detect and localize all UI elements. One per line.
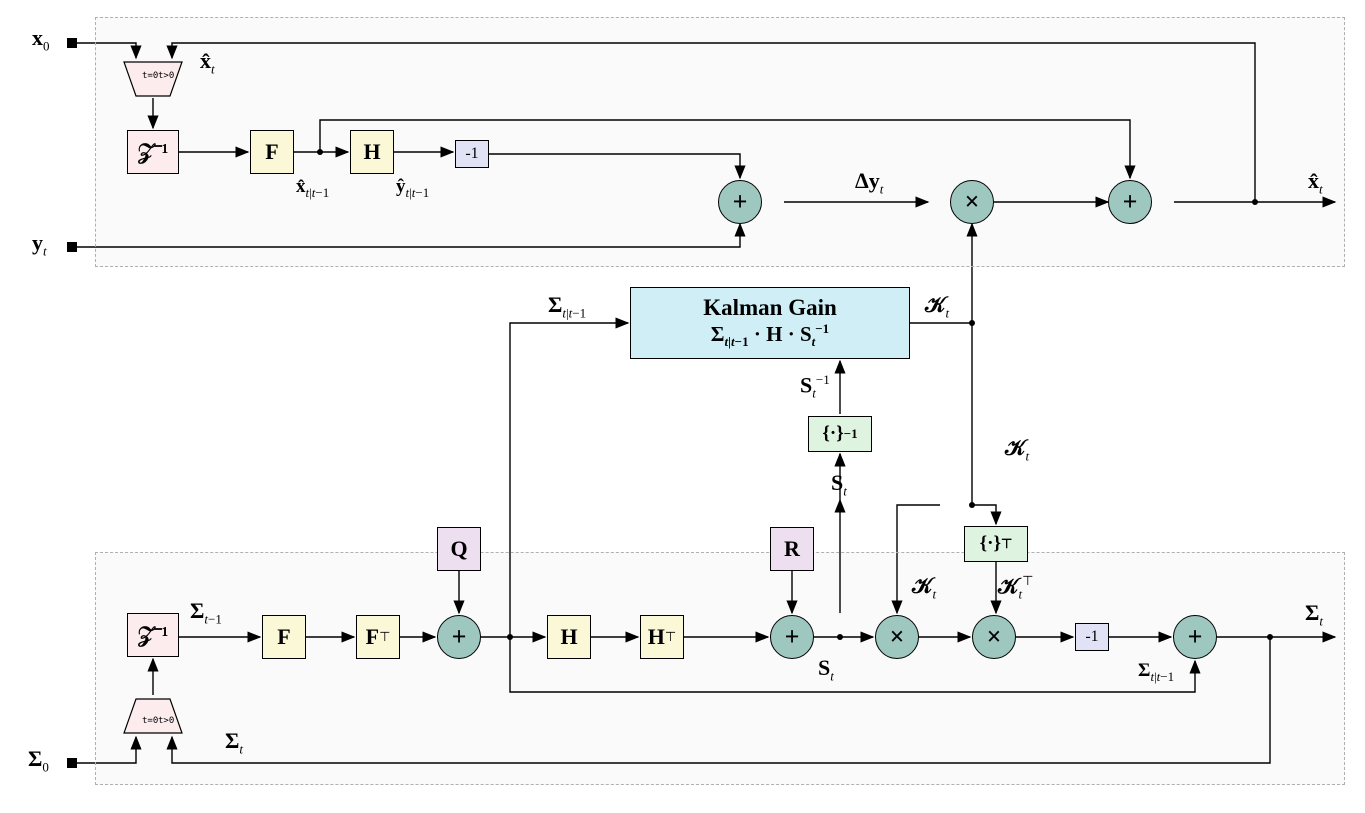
K-mid-label: 𝒦t	[912, 573, 936, 602]
sum1-top-label: +	[733, 187, 748, 217]
mul1-label: ×	[890, 622, 905, 652]
FT-bottom: F⊤	[356, 615, 400, 659]
sumR-bottom: +	[770, 615, 814, 659]
sum2-top: +	[1108, 180, 1152, 224]
delay-bottom: 𝒵⁻¹	[127, 613, 179, 657]
xhat-fb-label: x̂t	[200, 48, 215, 77]
yt-port	[67, 242, 77, 252]
svg-text:t>0: t>0	[158, 716, 174, 726]
K-out-label: 𝒦t	[925, 292, 949, 321]
sum2-top-label: +	[1123, 187, 1138, 217]
St-under-label: St	[818, 655, 834, 684]
dy-label: Δyt	[855, 168, 883, 197]
St-mid-label: St	[831, 470, 847, 499]
xhat-out-label: x̂t	[1308, 168, 1323, 197]
delay-top: 𝒵⁻¹	[127, 130, 179, 174]
dot-K2	[969, 502, 975, 508]
Q-block: Q	[437, 527, 481, 571]
neg1-bottom-label: -1	[1085, 628, 1098, 646]
mul1-bottom: ×	[875, 615, 919, 659]
F-top-label: F	[265, 139, 278, 165]
sigma-tm1-label: Σt−1	[190, 598, 222, 627]
dot-St	[837, 634, 843, 640]
mul-top-label: ×	[965, 187, 980, 217]
R-block: R	[770, 527, 814, 571]
kalman-diagram: x0 yt Σ0 t=0 t>0 𝒵⁻¹ F H -1 + × + x̂t x̂…	[0, 0, 1365, 813]
transpose-block: {·}⊤	[964, 526, 1028, 562]
dot-xhat-out	[1252, 199, 1258, 205]
mul-top: ×	[950, 180, 994, 224]
sumFinal-label: +	[1188, 622, 1203, 652]
R-label: R	[784, 536, 800, 562]
F-top: F	[250, 130, 294, 174]
H-bottom-label: H	[560, 624, 577, 650]
mux-top: t=0 t>0	[122, 60, 184, 100]
delay-bottom-label: 𝒵⁻¹	[138, 622, 169, 648]
kalman-gain-formula: Σt|t−1 · H · St−1	[711, 321, 829, 350]
mux-bottom: t=0 t>0	[122, 697, 184, 737]
H-top-label: H	[363, 139, 380, 165]
dot-K	[969, 320, 975, 326]
HT-bottom: H⊤	[640, 615, 684, 659]
Q-label: Q	[450, 536, 467, 562]
dot-sigmapred	[507, 634, 513, 640]
inverse-block: {·}−1	[808, 416, 872, 452]
sumFinal-bottom: +	[1173, 615, 1217, 659]
sigma-pred-in-label: Σt|t−1	[548, 292, 586, 321]
sigma-fb-label: Σt	[225, 728, 243, 757]
kalman-gain-block: Kalman Gain Σt|t−1 · H · St−1	[630, 287, 910, 359]
svg-text:t=0: t=0	[142, 71, 158, 81]
neg1-top-label: -1	[465, 145, 478, 163]
dot-sigma-out	[1267, 634, 1273, 640]
Sinv-label: St−1	[800, 372, 830, 402]
mul2-label: ×	[987, 622, 1002, 652]
neg1-bottom: -1	[1075, 623, 1109, 651]
neg1-top: -1	[455, 140, 489, 168]
xhat-pred-label: x̂t|t−1	[296, 176, 329, 201]
sumQ-bottom: +	[437, 615, 481, 659]
svg-text:t=0: t=0	[142, 716, 158, 726]
sigma0-port	[67, 758, 77, 768]
x0-port	[67, 38, 77, 48]
F-bottom: F	[262, 615, 306, 659]
sigma-out-label: Σt	[1305, 600, 1323, 629]
dot-xpred	[317, 149, 323, 155]
sumQ-label: +	[452, 622, 467, 652]
delay-top-label: 𝒵⁻¹	[138, 139, 169, 165]
yhat-pred-label: ŷt|t−1	[396, 176, 429, 201]
sumR-label: +	[785, 622, 800, 652]
sigma0-label: Σ0	[28, 746, 49, 775]
sum1-top: +	[718, 180, 762, 224]
F-bottom-label: F	[277, 624, 290, 650]
svg-text:t>0: t>0	[158, 71, 174, 81]
Kt-T-label: 𝒦t⊤	[998, 573, 1033, 603]
kalman-gain-title: Kalman Gain	[703, 295, 837, 321]
x0-label: x0	[32, 25, 50, 54]
sigma-pred-under-label: Σt|t−1	[1138, 660, 1174, 685]
H-bottom: H	[547, 615, 591, 659]
K-right-label: 𝒦t	[1005, 435, 1029, 464]
H-top: H	[350, 130, 394, 174]
yt-label: yt	[32, 230, 47, 259]
mul2-bottom: ×	[972, 615, 1016, 659]
